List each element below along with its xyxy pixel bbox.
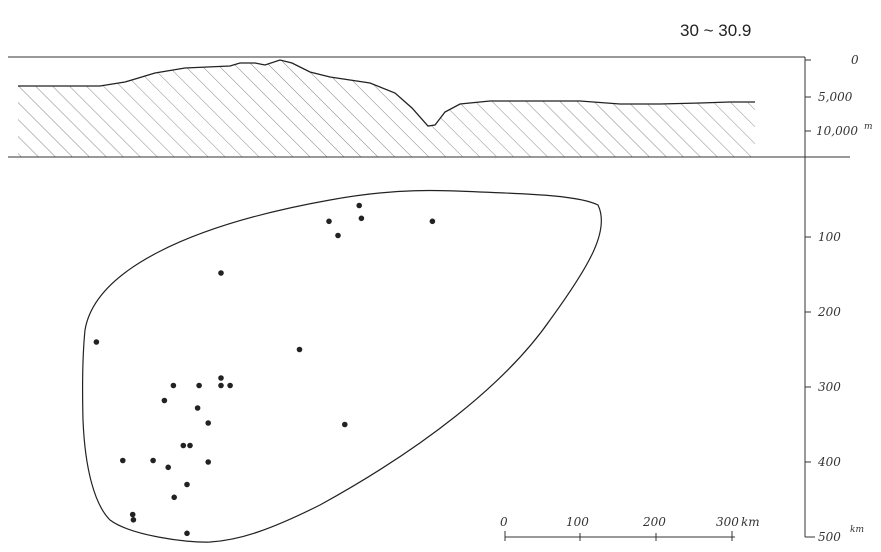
elevation-label-10000: 10,000	[816, 124, 858, 138]
hypocenter-point	[196, 382, 202, 389]
profile-surface-line	[18, 59, 755, 127]
hypocenter-point	[205, 420, 211, 426]
depth-unit: km	[850, 525, 864, 535]
hypocenter-point	[93, 339, 100, 345]
scale-unit: km	[741, 515, 760, 529]
elevation-unit: m	[864, 122, 873, 132]
hypocenter-point	[170, 382, 177, 389]
elevation-label-5000: 5,000	[818, 90, 853, 104]
hypocenter-point	[227, 382, 233, 389]
scale-label-100: 100	[566, 515, 589, 529]
depth-axis: 100 200 300 400 500 km	[805, 230, 864, 544]
hypocenter-envelope	[82, 189, 602, 543]
hypocenter-point	[187, 442, 193, 449]
depth-label-100: 100	[818, 230, 841, 244]
band-label: 30 ~ 30.9	[680, 21, 751, 40]
hypocenter-point	[429, 218, 436, 225]
hypocenter-point	[180, 442, 187, 449]
hypocenter-points	[93, 202, 436, 537]
hypocenter-point	[218, 375, 224, 381]
scale-label-200: 200	[642, 515, 666, 529]
hypocenter-point	[342, 421, 348, 428]
hypocenter-point	[184, 530, 190, 537]
hypocenter-point	[194, 405, 201, 411]
hypocenter-point	[218, 270, 224, 276]
hypocenter-point	[205, 459, 211, 465]
hypocenter-point	[358, 215, 365, 222]
hypocenter-point	[150, 457, 156, 464]
hypocenter-point	[356, 202, 363, 209]
hypocenter-point	[184, 481, 190, 488]
hypocenter-point	[171, 494, 177, 501]
scale-label-300: 300	[716, 515, 739, 529]
elevation-axis: 0 5,000 10,000 m	[805, 53, 873, 138]
hypocenter-point	[326, 218, 332, 225]
hypocenter-point	[161, 397, 168, 404]
hypocenter-point	[129, 511, 136, 518]
depth-label-400: 400	[817, 455, 841, 469]
depth-label-500: 500	[818, 530, 841, 544]
hypocenter-point	[165, 464, 171, 471]
topographic-profile	[8, 56, 850, 158]
profile-hatched-fill	[18, 60, 755, 157]
depth-label-200: 200	[817, 305, 841, 319]
scale-label-0: 0	[500, 515, 508, 529]
hypocenter-point	[335, 232, 341, 239]
elevation-label-0: 0	[851, 53, 859, 67]
depth-label-300: 300	[818, 380, 841, 394]
hypocenter-point	[130, 517, 137, 523]
hypocenter-point	[218, 382, 224, 389]
scale-bar: 0 100 200 300 km	[500, 515, 760, 541]
hypocenter-point	[120, 457, 126, 464]
hypocenter-point	[296, 346, 303, 353]
